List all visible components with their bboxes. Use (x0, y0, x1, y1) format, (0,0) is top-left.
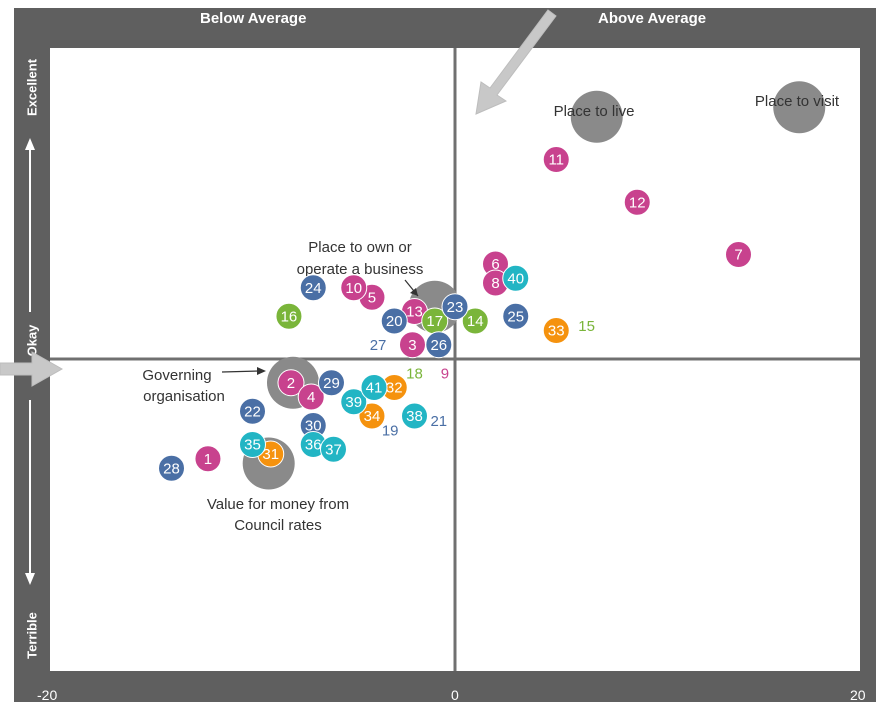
point-13-label: 13 (406, 304, 423, 321)
point-41-dot (360, 374, 388, 401)
above-average-header: Above Average (598, 10, 707, 27)
label-governing-line1: Governing (142, 367, 211, 384)
annotations: Place to live Place to visit Place to ow… (142, 93, 840, 534)
point-10-label: 10 (345, 280, 362, 297)
arrowhead-business (410, 288, 418, 296)
point-38-dot (401, 402, 428, 430)
point-11-label: 11 (548, 152, 564, 169)
point-19-label: 19 (382, 422, 399, 439)
x-tick-zero: 0 (451, 687, 459, 703)
point-23-dot (441, 293, 469, 321)
point-8-label: 8 (491, 275, 499, 292)
point-24-label: 24 (305, 280, 322, 297)
point-1-dot (194, 445, 222, 473)
point-37-label: 37 (325, 441, 342, 458)
point-21-label: 21 (430, 413, 447, 430)
point-11-dot (542, 146, 570, 173)
point-39-label: 39 (345, 394, 362, 411)
point-28-label: 28 (163, 460, 180, 477)
point-18-label: 18 (406, 365, 423, 382)
point-38-label: 38 (406, 408, 423, 425)
point-6-label: 6 (491, 256, 499, 273)
label-governing-line2: organisation (143, 388, 225, 405)
scatter-plot: Place to live Place to visit Place to ow… (50, 48, 860, 671)
label-value-line1: Value for money from (207, 496, 349, 513)
point-33-label: 33 (548, 323, 565, 340)
point-5-label: 5 (368, 289, 376, 306)
point-30-label: 30 (305, 418, 322, 435)
point-34-label: 34 (364, 408, 381, 425)
point-25-label: 25 (507, 308, 524, 325)
point-22-dot (239, 397, 266, 425)
point-20-dot (380, 307, 408, 335)
point-2-dot (277, 369, 305, 397)
point-29-dot (317, 369, 345, 397)
point-41-label: 41 (366, 380, 383, 397)
point-26-dot (425, 331, 453, 359)
point-14-dot (461, 307, 489, 335)
point-36-label: 36 (305, 437, 322, 454)
point-35-label: 35 (244, 437, 261, 454)
label-place-to-live: Place to live (554, 103, 635, 120)
point-3-label: 3 (408, 337, 416, 354)
point-20-label: 20 (386, 313, 403, 330)
x-tick-min: -20 (37, 687, 58, 703)
point-16-dot (275, 302, 303, 330)
x-tick-max: 20 (850, 687, 866, 703)
point-23-label: 23 (447, 299, 464, 316)
point-17-label: 17 (426, 313, 443, 330)
category-marker (773, 81, 826, 134)
point-4-label: 4 (307, 389, 315, 406)
point-14-label: 14 (467, 313, 484, 330)
point-7-label: 7 (734, 247, 742, 264)
point-35-dot (239, 431, 266, 458)
point-29-label: 29 (323, 375, 340, 392)
point-24-dot (299, 274, 327, 302)
point-40-dot (502, 264, 530, 292)
point-37-dot (320, 435, 347, 463)
point-39-dot (340, 388, 368, 416)
label-value-line2: Council rates (234, 517, 322, 534)
label-place-to-own-line1: Place to own or (308, 239, 411, 256)
point-15-label: 15 (578, 318, 595, 335)
point-32-label: 32 (386, 380, 403, 397)
point-16-label: 16 (281, 308, 298, 325)
point-34-dot (358, 402, 386, 430)
point-4-dot (297, 383, 325, 411)
arrow-governing (221, 370, 261, 373)
point-7-dot (725, 241, 752, 268)
point-2-label: 2 (287, 375, 295, 392)
arrow-pointer-top (475, 9, 557, 115)
plot-area: Place to live Place to visit Place to ow… (50, 48, 860, 671)
point-26-label: 26 (430, 337, 447, 354)
point-12-label: 12 (629, 194, 646, 211)
point-31-label: 31 (262, 446, 279, 463)
point-1-label: 1 (204, 451, 212, 468)
point-10-dot (340, 274, 368, 302)
point-27-label: 27 (370, 337, 387, 354)
arrow-pointer-left (0, 351, 64, 387)
point-40-label: 40 (507, 270, 524, 287)
point-25-dot (502, 302, 530, 330)
label-place-to-own-line2: operate a business (297, 261, 424, 278)
arrowhead-governing (257, 367, 266, 375)
point-33-dot (542, 317, 570, 344)
category-marker (570, 90, 623, 143)
below-average-header: Below Average (200, 10, 307, 27)
point-28-dot (158, 454, 185, 482)
point-12-dot (623, 188, 651, 216)
point-9-label: 9 (441, 365, 449, 382)
point-22-label: 22 (244, 403, 261, 420)
label-place-to-visit: Place to visit (755, 93, 840, 110)
